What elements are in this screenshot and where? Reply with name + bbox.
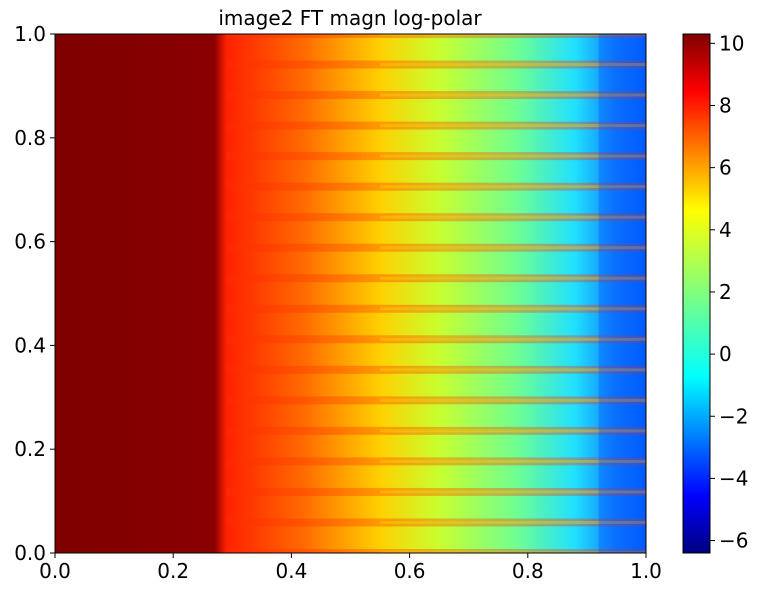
x-axis: 0.0 0.2 0.4 0.6 0.8 1.0 — [39, 553, 662, 583]
heatmap-band — [226, 152, 646, 161]
heatmap-streak — [380, 34, 646, 36]
heatmap-streak — [380, 276, 646, 280]
colorbar — [682, 33, 711, 554]
heatmap-streak — [380, 185, 646, 189]
heatmap-band — [226, 34, 646, 38]
chart-title: image2 FT magn log-polar — [218, 6, 482, 30]
heatmap-band — [226, 335, 646, 344]
y-tick-label: 1.0 — [14, 22, 46, 46]
heatmap-streak — [380, 215, 646, 219]
heatmap-streak — [380, 459, 646, 463]
x-tick-label: 0.4 — [275, 559, 307, 583]
heatmap-band — [226, 213, 646, 222]
y-tick-label: 0.0 — [14, 541, 46, 565]
heatmap-bands — [226, 34, 646, 553]
heatmap-band — [226, 274, 646, 283]
heatmap-band — [226, 426, 646, 435]
y-tick-label: 0.6 — [14, 230, 46, 254]
colorbar-tick-label: −4 — [719, 466, 748, 490]
x-tick-label: 0.0 — [39, 559, 71, 583]
heatmap-streak — [380, 551, 646, 553]
heatmap-band — [226, 243, 646, 252]
heatmap-streak — [380, 63, 646, 67]
heatmap-lowvalue-zone — [598, 34, 646, 553]
y-tick-label: 0.8 — [14, 126, 46, 150]
heatmap-band — [226, 549, 646, 553]
heatmap — [55, 34, 646, 553]
heatmap-streak — [380, 490, 646, 494]
colorbar-tick-label: −2 — [719, 404, 748, 428]
heatmap-streak — [380, 429, 646, 433]
heatmap-streak — [380, 520, 646, 524]
heatmap-band — [226, 121, 646, 130]
heatmap-band — [226, 60, 646, 69]
x-tick-label: 0.2 — [157, 559, 189, 583]
heatmap-band — [226, 518, 646, 527]
colorbar-tick-label: 6 — [719, 156, 732, 180]
x-tick-label: 0.6 — [394, 559, 426, 583]
heatmap-band — [226, 396, 646, 405]
colorbar-tick-label: 0 — [719, 342, 732, 366]
plot-frame — [54, 33, 647, 554]
heatmap-streak — [380, 154, 646, 158]
heatmap-streak — [380, 93, 646, 97]
colorbar-tick-label: 8 — [719, 93, 732, 117]
colorbar-tick-label: 10 — [719, 31, 744, 55]
heatmap-band — [226, 91, 646, 100]
heatmap-streak — [380, 368, 646, 372]
x-tick-label: 0.8 — [512, 559, 544, 583]
heatmap-streak — [380, 398, 646, 402]
heatmap-background — [55, 34, 646, 553]
heatmap-band — [226, 182, 646, 191]
heatmap-streak — [380, 124, 646, 128]
heatmap-streak — [380, 337, 646, 341]
colorbar-axis: −6 −4 −2 0 2 4 6 8 10 — [710, 31, 748, 553]
y-tick-label: 0.4 — [14, 333, 46, 357]
heatmap-band — [226, 304, 646, 313]
colorbar-tick-label: −6 — [719, 529, 748, 553]
colorbar-tick-label: 2 — [719, 280, 732, 304]
colorbar-tick-label: 4 — [719, 218, 732, 242]
heatmap-streak — [380, 246, 646, 250]
heatmap-band — [226, 365, 646, 374]
heatmap-band — [226, 487, 646, 496]
y-axis: 0.0 0.2 0.4 0.6 0.8 1.0 — [14, 22, 55, 565]
x-tick-label: 1.0 — [630, 559, 662, 583]
heatmap-streak — [380, 307, 646, 311]
heatmap-band — [226, 457, 646, 466]
y-tick-label: 0.2 — [14, 437, 46, 461]
